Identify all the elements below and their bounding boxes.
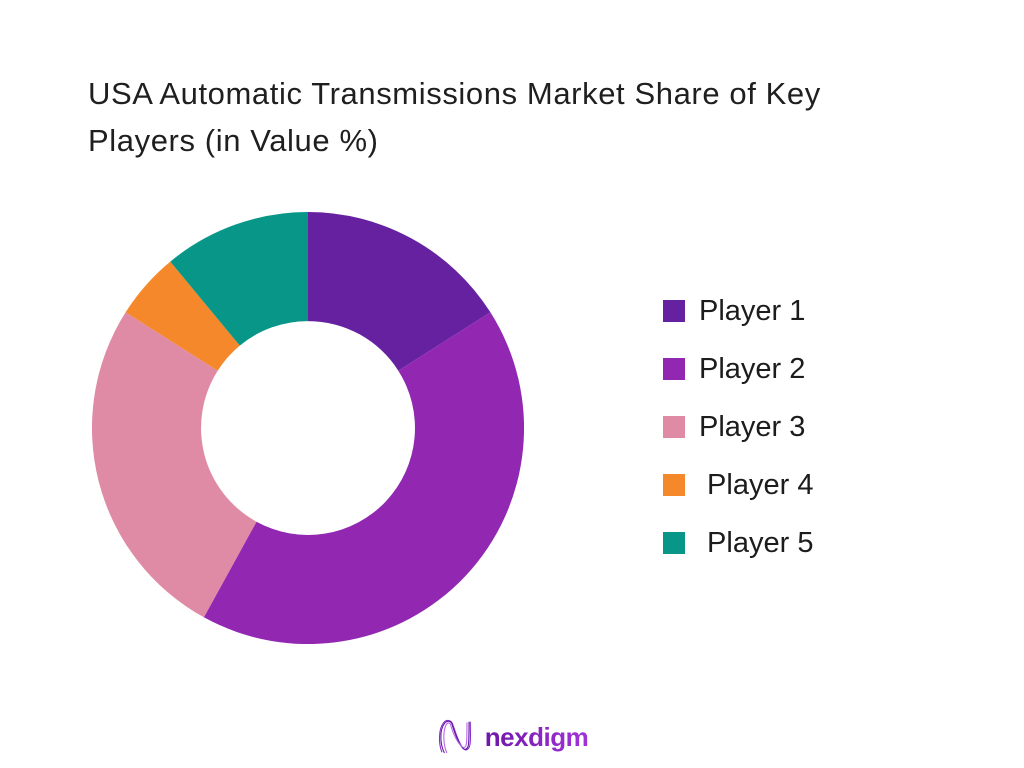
legend-label: Player 5 bbox=[699, 526, 814, 559]
donut-slice-player-4 bbox=[125, 261, 240, 371]
nexdigm-logo-icon bbox=[438, 719, 471, 754]
legend-item: Player 2 bbox=[663, 354, 813, 383]
legend-label: Player 3 bbox=[699, 410, 806, 443]
legend-swatch bbox=[663, 300, 685, 322]
legend-item: Player 4 bbox=[663, 470, 813, 499]
page-title: USA Automatic Transmissions Market Share… bbox=[88, 70, 968, 164]
title-line-1: USA Automatic Transmissions Market Share… bbox=[88, 76, 821, 111]
donut-slice-player-2 bbox=[203, 312, 524, 644]
donut-slice-player-1 bbox=[308, 212, 491, 371]
donut-chart bbox=[92, 212, 524, 644]
legend-swatch bbox=[663, 416, 685, 438]
legend-label: Player 4 bbox=[699, 468, 814, 501]
legend: Player 1 Player 2 Player 3 Player 4 Player… bbox=[663, 296, 813, 590]
legend-label: Player 2 bbox=[699, 352, 806, 385]
legend-swatch bbox=[663, 474, 685, 496]
legend-label: Player 1 bbox=[699, 294, 806, 327]
legend-swatch bbox=[663, 532, 685, 554]
donut-slice-player-3 bbox=[92, 312, 257, 618]
nexdigm-logo: nexdigm bbox=[0, 718, 1024, 756]
legend-swatch bbox=[663, 358, 685, 380]
donut-slice-player-5 bbox=[170, 212, 308, 346]
legend-item: Player 1 bbox=[663, 296, 813, 325]
legend-item: Player 3 bbox=[663, 412, 813, 441]
title-line-2: Players (in Value %) bbox=[88, 123, 379, 158]
nexdigm-logo-text: nexdigm bbox=[484, 721, 589, 752]
legend-item: Player 5 bbox=[663, 528, 813, 557]
